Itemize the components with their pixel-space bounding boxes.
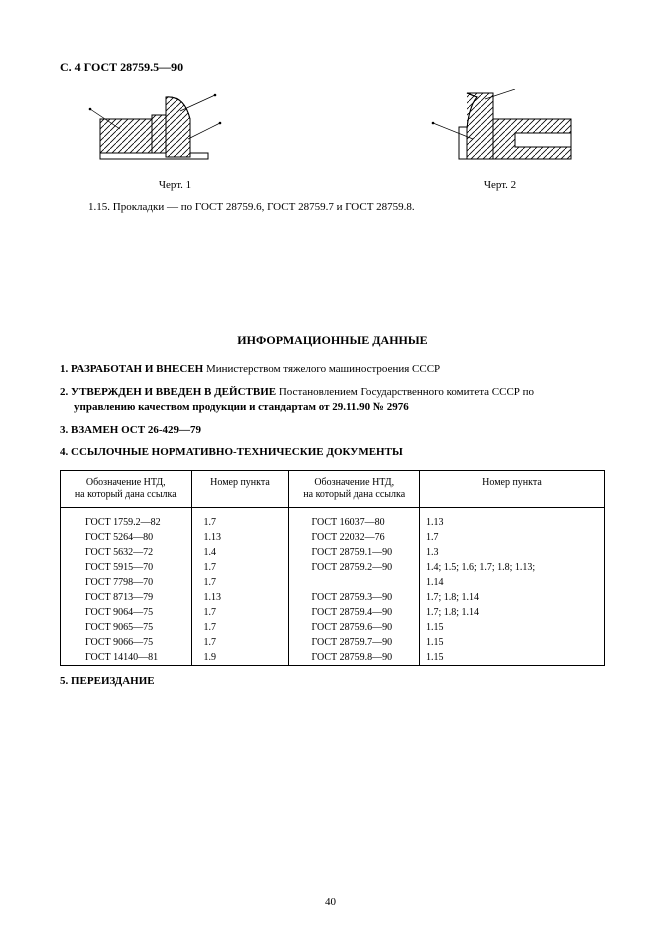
cell: 1.13 — [191, 590, 289, 605]
table-row: ГОСТ 9065—751.7ГОСТ 28759.6—901.15 — [61, 620, 605, 635]
table-row: ГОСТ 1759.2—821.7ГОСТ 16037—801.13 — [61, 515, 605, 530]
item-lead: ССЫЛОЧНЫЕ НОРМАТИВНО-ТЕХНИЧЕСКИЕ ДОКУМЕН… — [71, 446, 403, 458]
cell: ГОСТ 9065—75 — [61, 620, 192, 635]
cell: 1.7 — [191, 560, 289, 575]
cell: ГОСТ 28759.4—90 — [289, 605, 420, 620]
cell: 1.4 — [191, 545, 289, 560]
table-row: ГОСТ 8713—791.13ГОСТ 28759.3—901.7; 1.8;… — [61, 590, 605, 605]
cell: 1.7 — [191, 605, 289, 620]
cell: ГОСТ 16037—80 — [289, 515, 420, 530]
cell: 1.15 — [420, 635, 605, 650]
cell: 1.7 — [191, 515, 289, 530]
item-lead: УТВЕРЖДЕН И ВВЕДЕН В ДЕЙСТВИЕ — [71, 386, 276, 398]
table-row: ГОСТ 5264—801.13ГОСТ 22032—761.7 — [61, 530, 605, 545]
item-rest: Министерством тяжелого машиностроения СС… — [206, 363, 440, 375]
info-item-4: 4. ССЫЛОЧНЫЕ НОРМАТИВНО-ТЕХНИЧЕСКИЕ ДОКУ… — [60, 445, 605, 460]
figures-row: Черт. 1 — [60, 89, 605, 191]
cell: 1.7 — [420, 530, 605, 545]
th-1: Обозначение НТД,на который дана ссылка — [61, 471, 192, 508]
page: С. 4 ГОСТ 28759.5—90 — [0, 0, 661, 936]
page-header: С. 4 ГОСТ 28759.5—90 — [60, 60, 605, 75]
cell: ГОСТ 28759.2—90 — [289, 560, 420, 575]
cell: ГОСТ 9066—75 — [61, 635, 192, 650]
table-row: ГОСТ 14140—811.9ГОСТ 28759.8—901.15 — [61, 650, 605, 666]
cell: 1.7 — [191, 635, 289, 650]
table-row: ГОСТ 5915—701.7ГОСТ 28759.2—901.4; 1.5; … — [61, 560, 605, 575]
cell: ГОСТ 5632—72 — [61, 545, 192, 560]
item-num: 4. — [60, 446, 68, 458]
cell: ГОСТ 9064—75 — [61, 605, 192, 620]
cell: ГОСТ 14140—81 — [61, 650, 192, 666]
item-num: 3. — [60, 424, 68, 436]
info-item-3: 3. ВЗАМЕН ОСТ 26-429—79 — [60, 423, 605, 438]
cell: 1.3 — [420, 545, 605, 560]
th-2: Номер пункта — [191, 471, 289, 508]
cell: ГОСТ 8713—79 — [61, 590, 192, 605]
figure-2: Черт. 2 — [415, 89, 585, 191]
cell: 1.7; 1.8; 1.14 — [420, 590, 605, 605]
info-item-2: 2. УТВЕРЖДЕН И ВВЕДЕН В ДЕЙСТВИЕ Постано… — [60, 385, 605, 415]
info-item-1: 1. РАЗРАБОТАН И ВНЕСЕН Министерством тяж… — [60, 362, 605, 377]
item-num: 5. — [60, 675, 68, 687]
item-num: 1. — [60, 363, 68, 375]
item-num: 2. — [60, 386, 68, 398]
cell: 1.7; 1.8; 1.14 — [420, 605, 605, 620]
info-item-5: 5. ПЕРЕИЗДАНИЕ — [60, 674, 605, 689]
figure-1: Черт. 1 — [80, 89, 270, 191]
cell: ГОСТ 28759.3—90 — [289, 590, 420, 605]
item-lead: РАЗРАБОТАН И ВНЕСЕН — [71, 363, 203, 375]
cell: ГОСТ 28759.6—90 — [289, 620, 420, 635]
table-row: ГОСТ 9066—751.7ГОСТ 28759.7—901.15 — [61, 635, 605, 650]
item-rest: Постановлением Государственного комитета… — [279, 386, 534, 398]
cell: ГОСТ 22032—76 — [289, 530, 420, 545]
item-lead: ВЗАМЕН ОСТ 26-429—79 — [71, 424, 201, 436]
cell: 1.9 — [191, 650, 289, 666]
cell — [289, 575, 420, 590]
cell: 1.7 — [191, 620, 289, 635]
cell: 1.4; 1.5; 1.6; 1.7; 1.8; 1.13; — [420, 560, 605, 575]
cell: ГОСТ 1759.2—82 — [61, 515, 192, 530]
cell: 1.15 — [420, 650, 605, 666]
cell: 1.13 — [420, 515, 605, 530]
table-row: ГОСТ 5632—721.4ГОСТ 28759.1—901.3 — [61, 545, 605, 560]
cell: 1.15 — [420, 620, 605, 635]
references-table: Обозначение НТД,на который дана ссылка Н… — [60, 470, 605, 666]
item-cont: управлению качеством продукции и стандар… — [74, 400, 605, 415]
info-title: ИНФОРМАЦИОННЫЕ ДАННЫЕ — [60, 333, 605, 348]
paragraph-1-15: 1.15. Прокладки — по ГОСТ 28759.6, ГОСТ … — [88, 201, 605, 213]
th-4: Номер пункта — [420, 471, 605, 508]
cell: 1.13 — [191, 530, 289, 545]
cell: ГОСТ 7798—70 — [61, 575, 192, 590]
th-3: Обозначение НТД,на который дана ссылка — [289, 471, 420, 508]
figure-1-svg — [80, 89, 270, 175]
table-header-row: Обозначение НТД,на который дана ссылка Н… — [61, 471, 605, 508]
cell: 1.14 — [420, 575, 605, 590]
cell: ГОСТ 28759.1—90 — [289, 545, 420, 560]
cell: ГОСТ 28759.7—90 — [289, 635, 420, 650]
table-row: ГОСТ 9064—751.7ГОСТ 28759.4—901.7; 1.8; … — [61, 605, 605, 620]
table-row — [61, 508, 605, 516]
figure-2-svg — [415, 89, 585, 175]
table-row: ГОСТ 7798—701.7 1.14 — [61, 575, 605, 590]
page-number: 40 — [0, 896, 661, 908]
cell: ГОСТ 5915—70 — [61, 560, 192, 575]
cell: ГОСТ 28759.8—90 — [289, 650, 420, 666]
item-lead: ПЕРЕИЗДАНИЕ — [71, 675, 155, 687]
cell: ГОСТ 5264—80 — [61, 530, 192, 545]
figure-1-caption: Черт. 1 — [159, 179, 191, 191]
figure-2-caption: Черт. 2 — [484, 179, 516, 191]
cell: 1.7 — [191, 575, 289, 590]
